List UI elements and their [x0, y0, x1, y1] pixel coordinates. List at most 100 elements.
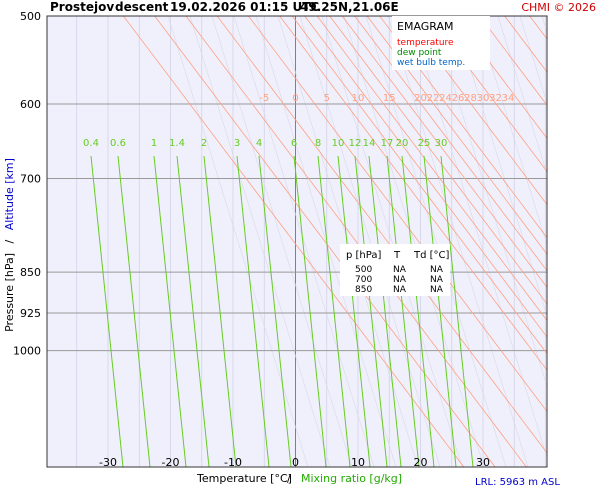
copyright: CHMI © 2026 [521, 1, 596, 14]
mixing-ratio-label: 8 [315, 138, 321, 149]
moist-adiabat-line [586, 16, 600, 467]
moist-adiabat-line [409, 16, 547, 459]
dry-adiabat-line [248, 16, 547, 413]
pressure-tick-label: 500 [20, 10, 41, 23]
mixing-ratio-line [440, 155, 474, 467]
moist-adiabat-line [299, 16, 441, 467]
legend-box [392, 16, 490, 70]
dry-adiabat-label: 30 [477, 93, 490, 104]
dry-adiabat-line [154, 16, 496, 467]
mixing-ratio-label: 14 [363, 138, 376, 149]
temperature-tick-label: 30 [476, 456, 490, 469]
moist-adiabat-line [431, 16, 547, 388]
mixing-ratio-line [236, 155, 270, 467]
temperature-tick-label: 10 [351, 456, 365, 469]
dry-adiabat-line [454, 16, 547, 139]
dry-adiabat-line [316, 16, 547, 322]
moist-adiabat-line [233, 16, 375, 467]
mixing-ratio-label: 10 [332, 138, 345, 149]
mixing-ratio-line [153, 155, 187, 467]
table-row-500-pressure: 500 [355, 265, 372, 275]
mixing-ratio-line [386, 155, 420, 467]
pressure-tick-label: 600 [20, 98, 41, 111]
temperature-tick-label: -10 [224, 456, 242, 469]
dry-adiabat-label: 28 [464, 93, 477, 104]
table-row-500-t: NA [393, 265, 407, 275]
mixing-ratio-label: 4 [256, 138, 262, 149]
mixing-ratio-line [117, 155, 151, 467]
dry-adiabat-label: 22 [427, 93, 440, 104]
temperature-tick-label: 20 [414, 456, 428, 469]
x-axis-label-mixing-ratio: Mixing ratio [g/kg] [301, 472, 402, 485]
mixing-ratio-label: 2 [201, 138, 207, 149]
dry-adiabat-label: 34 [502, 93, 515, 104]
dry-adiabat-line [479, 16, 547, 106]
profile-mode: descent [115, 0, 169, 14]
dry-adiabat-line [185, 16, 527, 467]
dry-adiabat-label: 10 [352, 93, 365, 104]
moist-adiabat-line [365, 16, 507, 467]
table-row-850-pressure: 850 [355, 285, 372, 295]
mixing-ratio-line [176, 155, 210, 467]
mixing-ratio-line [293, 155, 327, 467]
pressure-tick-label: 700 [20, 172, 41, 185]
dry-adiabat-line [379, 16, 547, 239]
moist-adiabat-line [211, 16, 353, 467]
mixing-ratio-label: 1 [151, 138, 157, 149]
table-row-850-t: NA [393, 285, 407, 295]
pressure-tick-label: 925 [20, 307, 41, 320]
observation-datetime: 19.02.2026 01:15 UTC [170, 0, 319, 14]
station-coordinates: 49.25N,21.06E [300, 0, 399, 14]
dry-adiabat-label: 0 [292, 93, 298, 104]
temperature-tick-label: -20 [162, 456, 180, 469]
mixing-ratio-label: 0.4 [83, 138, 99, 149]
mixing-ratio-line [203, 155, 237, 467]
moist-adiabat-line [167, 16, 309, 467]
plot-frame [46, 15, 548, 468]
mixing-ratio-label: 0.6 [110, 138, 126, 149]
table-row-700-t: NA [393, 275, 407, 285]
mixing-ratio-label: 25 [418, 138, 431, 149]
mixing-ratio-line [354, 155, 388, 467]
mixing-ratio-label: 3 [234, 138, 240, 149]
temperature-tick-label: -30 [99, 456, 117, 469]
moist-adiabat-line [277, 16, 419, 467]
pressure-tick-label: 1000 [13, 345, 41, 358]
mixing-ratio-label: 20 [396, 138, 409, 149]
mixing-ratio-label: 30 [435, 138, 448, 149]
dry-adiabat-line [429, 16, 547, 173]
level-table: p [hPa] T Td [°C] 500 NA NA 700 NA NA 85… [340, 244, 450, 296]
station-name: Prostejov [50, 0, 114, 14]
moist-adiabat-line [343, 16, 485, 467]
table-header-dewpoint: Td [°C] [413, 250, 450, 261]
mixing-ratio-label: 17 [381, 138, 394, 149]
table-header-temperature: T [393, 250, 401, 261]
moist-adiabat-line [255, 16, 397, 467]
temperature-tick-label: 0 [292, 456, 299, 469]
y-axis-label: Pressure [hPa] / Altitude [km] [3, 158, 16, 332]
moist-adiabat-line [519, 16, 547, 104]
table-row-700-td: NA [430, 275, 444, 285]
dry-adiabat-label: 32 [489, 93, 502, 104]
dry-adiabat-line [123, 16, 465, 467]
dry-adiabat-label: 24 [439, 93, 452, 104]
pressure-tick-label: 850 [20, 266, 41, 279]
dry-adiabat-line [404, 16, 547, 206]
table-row-500-td: NA [430, 265, 444, 275]
mixing-ratio-label: 1.4 [169, 138, 185, 149]
dry-adiabat-label: -5 [259, 93, 269, 104]
legend-title: EMAGRAM [397, 20, 454, 33]
mixing-ratio-label: 6 [291, 138, 297, 149]
mixing-ratio-line [368, 155, 402, 467]
moist-adiabat-line [453, 16, 547, 317]
mixing-ratio-line [423, 155, 457, 467]
dry-adiabat-line [354, 16, 547, 272]
dry-adiabat-line [341, 16, 547, 288]
mixing-ratio-line [317, 155, 351, 467]
dry-adiabat-line [329, 16, 547, 305]
legend-item-dew-point: dew point [397, 48, 442, 58]
level-table-box [340, 244, 450, 296]
mixing-ratio-line [337, 155, 371, 467]
plot-area [47, 16, 547, 467]
